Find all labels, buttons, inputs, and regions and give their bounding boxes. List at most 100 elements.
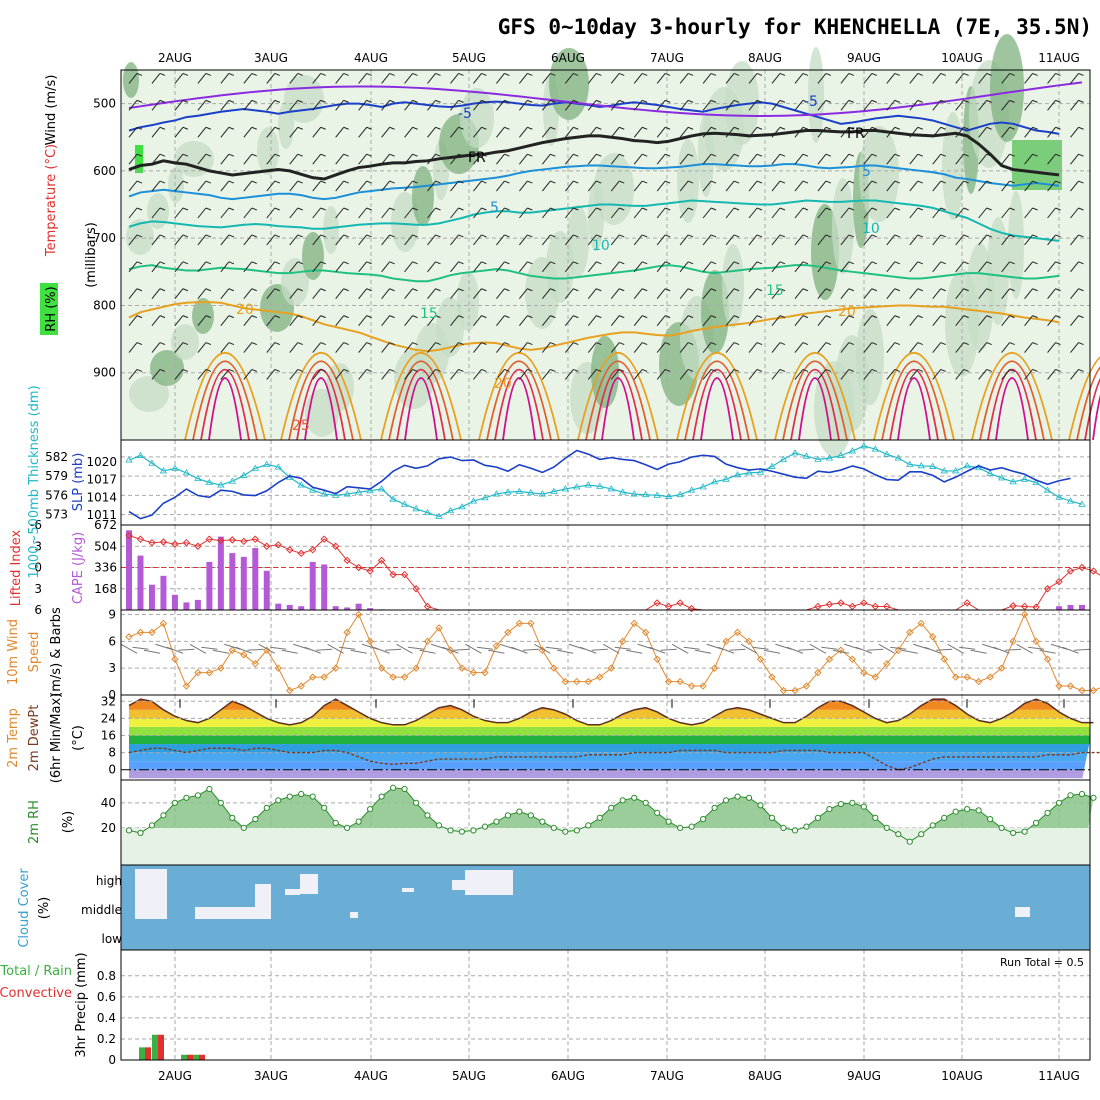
wind-barb xyxy=(335,180,345,192)
rh-point xyxy=(596,814,603,821)
wind-barb xyxy=(863,73,873,84)
wind-barb xyxy=(274,315,280,319)
wind-barb xyxy=(404,153,413,165)
wind-barb xyxy=(159,99,166,103)
wind-barb xyxy=(159,342,166,346)
wind-barb xyxy=(358,100,368,111)
wind-barb xyxy=(297,126,303,130)
rh-point xyxy=(654,809,661,816)
wind-barb xyxy=(610,369,620,380)
rh-point xyxy=(367,805,374,813)
wind-barb xyxy=(886,126,896,138)
wind-barb xyxy=(274,99,280,103)
wind-barb xyxy=(794,73,804,84)
wind-barb xyxy=(1009,180,1015,184)
wind-speed-point xyxy=(791,686,799,695)
wind-barb xyxy=(496,73,505,84)
wind-barb xyxy=(610,153,620,165)
rh-point xyxy=(642,799,649,806)
wind-speed-point xyxy=(676,677,684,686)
wind-barb xyxy=(412,153,418,157)
wind-barb xyxy=(412,315,418,319)
wind-barb xyxy=(725,180,735,192)
wind-barb xyxy=(1024,126,1033,138)
precip-bar-convective xyxy=(158,1034,164,1060)
thickness-point xyxy=(1055,493,1063,500)
wind-barb xyxy=(1055,368,1061,372)
wind-barb xyxy=(748,342,758,353)
ylabel-rh: RH (%) xyxy=(44,286,59,331)
ylabel-temperature: Temperature (°C) xyxy=(44,144,59,257)
li-point xyxy=(354,563,363,572)
wind-barb xyxy=(756,234,763,238)
wind-barb xyxy=(366,99,372,103)
wind-barb xyxy=(725,126,735,138)
rh-shading xyxy=(302,232,324,280)
wind-barb xyxy=(412,342,418,346)
wind-barb xyxy=(825,288,832,292)
rh-shading xyxy=(323,206,339,254)
wind-barb xyxy=(710,126,717,130)
cape-bar xyxy=(263,570,270,610)
thickness-point xyxy=(1043,486,1052,493)
wind-speed-point xyxy=(423,637,432,646)
wind-speed-point xyxy=(159,619,168,628)
temperature-contour xyxy=(577,352,659,441)
wind-barb xyxy=(228,342,235,346)
wind-barb xyxy=(573,153,579,157)
cape-bar xyxy=(344,607,351,610)
wind-barb xyxy=(197,126,207,138)
thickness-point xyxy=(768,462,776,469)
temperature-contour xyxy=(684,360,750,441)
wind-barb xyxy=(266,369,276,380)
wind-barb xyxy=(205,261,212,265)
li-point xyxy=(412,585,420,593)
cape-bar xyxy=(1067,604,1074,610)
wind-speed-point xyxy=(986,673,994,681)
wind-barb xyxy=(871,234,878,238)
wind-barb xyxy=(825,126,832,130)
wind-barb xyxy=(955,126,965,138)
wind-barb xyxy=(243,315,253,326)
wind-barb xyxy=(886,73,896,84)
wind-barb xyxy=(642,234,648,238)
thickness-point xyxy=(848,447,857,454)
wind-barb xyxy=(220,126,230,138)
wind-barb xyxy=(940,315,946,319)
wind-barb xyxy=(710,72,717,76)
wind-speed-point xyxy=(331,664,340,672)
wind-barb xyxy=(587,315,597,326)
wind-barb xyxy=(710,368,717,372)
thickness-point xyxy=(320,490,328,497)
wind-barb xyxy=(197,288,207,300)
temp-line xyxy=(128,698,1094,726)
wind-barb xyxy=(136,207,143,211)
wind-barb xyxy=(664,72,671,76)
wind-barb xyxy=(1032,234,1038,238)
rh-shading xyxy=(1012,140,1062,190)
wind-barb xyxy=(1024,234,1033,246)
wind-barb xyxy=(381,315,390,326)
surface-barb xyxy=(453,648,471,651)
wind-barb xyxy=(664,126,671,130)
wind-barb xyxy=(848,368,855,372)
wind-barb xyxy=(320,261,326,265)
wind-barb xyxy=(986,342,992,346)
rh-point xyxy=(987,816,994,823)
surface-barb xyxy=(993,646,1010,654)
temperature-contour xyxy=(995,377,1029,441)
rh-shading xyxy=(412,166,434,226)
wind-barb xyxy=(541,73,551,84)
wind-barb xyxy=(136,99,143,103)
wind-barb xyxy=(504,153,510,157)
wind-barb xyxy=(978,342,988,353)
wind-barb xyxy=(1009,288,1015,292)
wind-barb xyxy=(871,180,878,184)
x-tick-top: 9AUG xyxy=(847,51,881,65)
wind-barb xyxy=(427,126,436,138)
wind-barb xyxy=(848,261,855,265)
wind-barb xyxy=(733,99,740,103)
wind-barb xyxy=(550,342,556,346)
wind-barb xyxy=(412,180,418,184)
wind-barb xyxy=(955,315,965,326)
